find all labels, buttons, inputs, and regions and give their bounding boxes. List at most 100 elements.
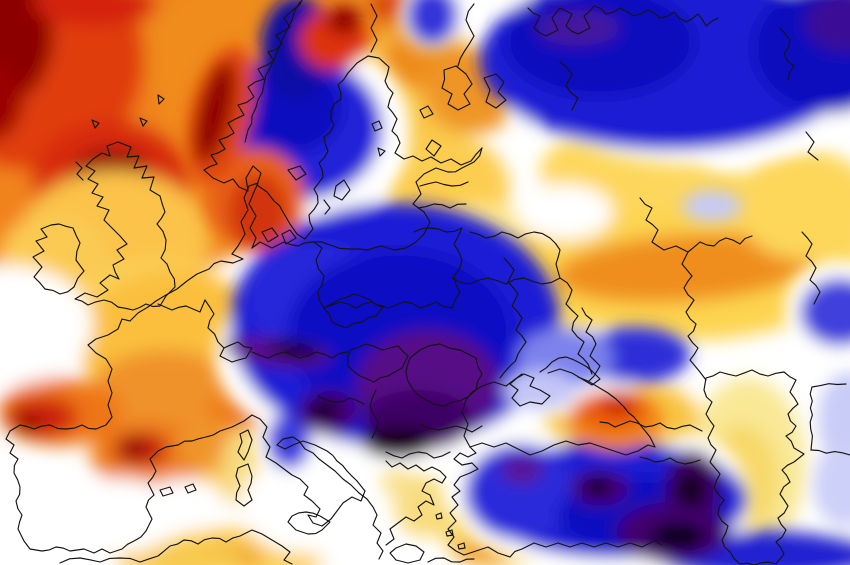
border-gotland xyxy=(333,179,351,201)
border-white-sea-coast xyxy=(527,5,719,37)
warm-russia-gold-east xyxy=(735,150,850,260)
border-shetland xyxy=(157,94,165,105)
border-lithuania-belarus-border xyxy=(413,227,463,233)
border-sardinia xyxy=(235,463,253,507)
border-dalmatia-greece-west-coast xyxy=(298,440,384,560)
border-faroe-islands xyxy=(91,119,100,129)
cold-anatolia-dark-1 xyxy=(583,478,613,496)
cold-balkan-dark-core xyxy=(362,426,434,458)
border-black-sea-north-coast xyxy=(461,373,523,448)
border-russia-ukraine-border xyxy=(559,277,593,375)
warm-norway-coast-dark-red xyxy=(195,61,235,163)
warm-attica-gold xyxy=(429,511,461,539)
border-romania xyxy=(405,343,483,407)
warm-top-red-streak xyxy=(33,0,157,26)
neutral-white-ionian xyxy=(315,525,405,565)
border-bosnia-border xyxy=(317,395,365,405)
cold-turkey-west-blue xyxy=(465,444,575,540)
border-sicily xyxy=(287,511,331,535)
neutral-white-atlantic xyxy=(0,265,93,385)
country-borders-layer xyxy=(5,0,850,565)
border-west-europe-coast xyxy=(5,253,366,554)
border-ne-river xyxy=(805,131,819,161)
border-oland xyxy=(323,199,331,215)
border-don-river xyxy=(581,307,601,383)
cold-anatolia-dark-2 xyxy=(650,523,706,549)
border-aegean-island-2 xyxy=(435,512,443,520)
neutral-white-atlantic-sw xyxy=(0,477,80,565)
border-caspian-sea xyxy=(703,369,805,565)
border-caucasus-border xyxy=(599,420,703,432)
border-crimea xyxy=(509,373,551,407)
border-lake-peipus xyxy=(425,139,442,157)
border-dnieper-river xyxy=(499,257,527,379)
border-greece-north-border xyxy=(385,451,451,459)
border-great-britain xyxy=(74,141,176,311)
warm-caucasus-red-core xyxy=(600,393,636,415)
border-france-belgium-border xyxy=(157,299,206,313)
border-finland-russia-border xyxy=(457,3,475,67)
border-lake-vanern xyxy=(287,165,307,181)
border-africa-coast xyxy=(59,529,293,565)
border-lake-onega xyxy=(483,73,507,109)
warm-denmark-red xyxy=(228,174,288,250)
border-kama-river xyxy=(687,235,753,253)
border-azov-sea xyxy=(539,356,601,386)
warm-nw-spain-dark-core xyxy=(120,440,146,458)
cold-adriatic-north-blue xyxy=(267,413,311,469)
border-marmara-aegean-turkey-coast xyxy=(447,446,663,558)
cold-caspian-west-dark xyxy=(678,472,704,508)
border-belarus-russia-border xyxy=(469,231,561,279)
border-peloponnese xyxy=(389,543,425,564)
border-ireland xyxy=(32,223,85,295)
border-poland-east-border xyxy=(451,227,463,309)
border-estonia-latvia-border xyxy=(419,181,469,187)
border-poland-south-border xyxy=(323,301,453,309)
border-switzerland xyxy=(219,341,253,363)
border-hungary xyxy=(347,343,409,383)
cold-whitesea-purple-tinge xyxy=(536,10,620,46)
border-finnish-lake-1 xyxy=(419,105,434,119)
border-aland xyxy=(377,147,386,157)
border-serbia-border xyxy=(369,389,379,439)
border-kazakh-border-left xyxy=(809,386,813,451)
border-aegean-island-3 xyxy=(457,542,466,550)
warm-trondheim-dark-core xyxy=(327,6,361,34)
border-scandinavia-coast xyxy=(203,0,483,240)
cold-finland-ne-blue xyxy=(406,0,458,45)
border-denmark-jutland xyxy=(231,182,259,255)
border-zealand xyxy=(261,227,279,243)
border-kazakh-border-bottom xyxy=(810,449,850,456)
border-mallorca xyxy=(159,486,174,497)
cold-ne-corner-purple xyxy=(805,0,850,52)
border-aegean-island-1 xyxy=(445,529,454,537)
border-baltic-coast xyxy=(251,147,483,251)
cold-volga-pale xyxy=(682,190,742,222)
border-orkney xyxy=(139,117,148,127)
border-dvina-river xyxy=(559,61,579,111)
cold-alps-dark-core xyxy=(268,341,320,359)
border-pechora-river xyxy=(779,27,795,81)
border-transcaucasus-border xyxy=(639,456,701,465)
warm-sw-france-orange xyxy=(90,350,240,440)
border-bulgaria-south-border xyxy=(419,423,483,433)
border-lake-ladoga xyxy=(441,65,473,111)
border-kazakh-border-top xyxy=(811,383,847,388)
border-norway-sweden-border xyxy=(244,1,301,143)
border-volga-river xyxy=(639,197,707,381)
neutral-white-balearic-sea xyxy=(145,478,225,526)
warm-topleft-dark-streak xyxy=(0,62,22,138)
border-belarus-ukraine-border xyxy=(451,277,561,285)
cold-anomaly-field xyxy=(187,0,850,565)
border-latvia-lithuania-border xyxy=(417,203,467,209)
cold-bosnia-dark-core xyxy=(308,400,340,420)
border-czechia xyxy=(323,293,385,329)
cold-right-edge-blue xyxy=(800,278,850,346)
border-greece-east-coast xyxy=(385,460,447,546)
border-ural-river xyxy=(801,231,821,305)
border-poland-west-border xyxy=(313,241,325,309)
warm-biscay-dark-core xyxy=(12,414,44,434)
border-crete xyxy=(427,557,475,563)
